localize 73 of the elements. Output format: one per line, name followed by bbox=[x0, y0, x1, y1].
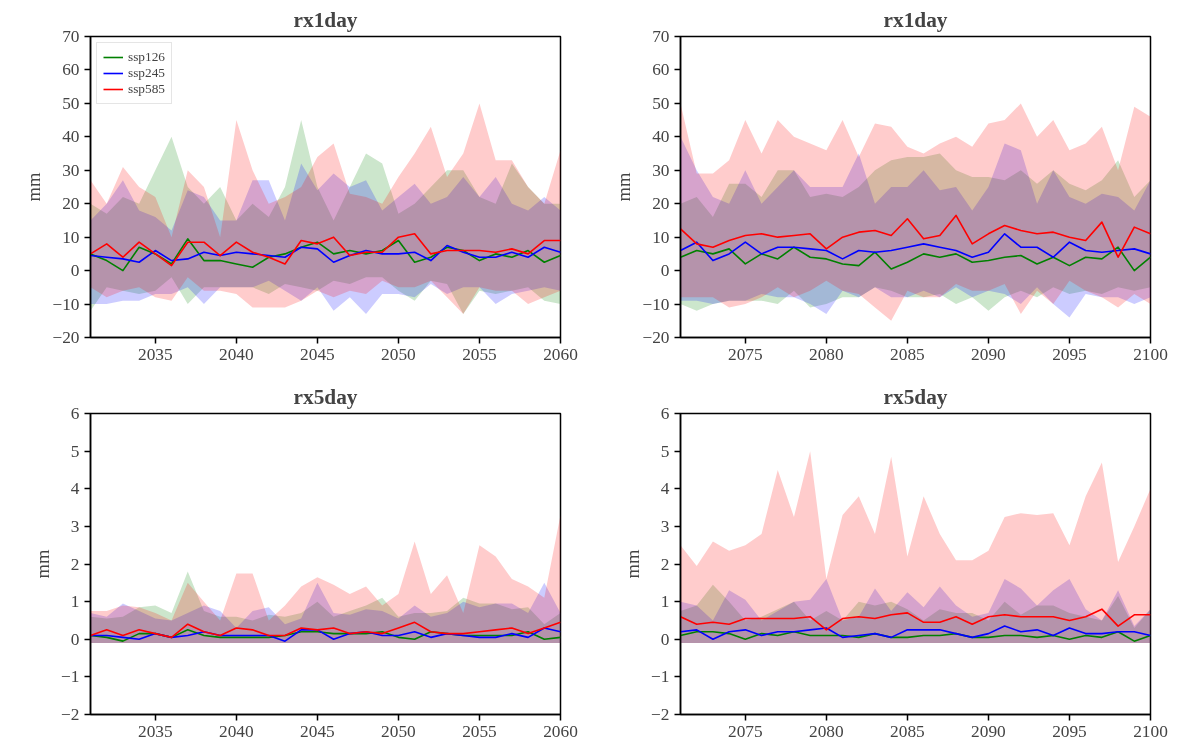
y-tick-label: 50 bbox=[652, 93, 670, 113]
y-axis-title: mm bbox=[613, 172, 635, 202]
y-tick-label: 5 bbox=[70, 441, 80, 461]
y-tick-label: 3 bbox=[660, 516, 670, 536]
y-tick-label: 6 bbox=[70, 404, 80, 423]
y-axis-title: mm bbox=[32, 549, 54, 579]
y-axis-title: mm bbox=[622, 549, 644, 579]
y-tick-label: 70 bbox=[62, 27, 80, 46]
x-tick-label: 2080 bbox=[809, 344, 844, 364]
x-tick-label: 2075 bbox=[728, 344, 763, 364]
x-tick-label: 2100 bbox=[1133, 721, 1168, 741]
y-tick-label: 1 bbox=[70, 592, 80, 612]
y-tick-label: 70 bbox=[652, 27, 670, 46]
y-tick-label: −2 bbox=[651, 705, 670, 724]
x-tick-label: 2035 bbox=[138, 344, 173, 364]
y-axis-title: mm bbox=[23, 172, 45, 202]
x-tick-label: 2055 bbox=[462, 721, 497, 741]
y-tick-label: 10 bbox=[652, 227, 670, 247]
y-tick-label: 6 bbox=[660, 404, 670, 423]
y-tick-label: 60 bbox=[652, 60, 670, 80]
y-tick-label: 4 bbox=[70, 479, 80, 499]
y-tick-label: 60 bbox=[62, 60, 80, 80]
x-tick-label: 2090 bbox=[971, 344, 1006, 364]
y-tick-label: −1 bbox=[61, 667, 80, 687]
y-tick-label: −20 bbox=[52, 328, 80, 347]
x-tick-label: 2040 bbox=[219, 721, 254, 741]
x-tick-label: 2060 bbox=[543, 344, 578, 364]
x-tick-label: 2055 bbox=[462, 344, 497, 364]
y-tick-label: 3 bbox=[70, 516, 80, 536]
chart-title: rx5day bbox=[883, 384, 948, 409]
y-tick-label: 40 bbox=[652, 127, 670, 147]
x-tick-label: 2045 bbox=[300, 344, 335, 364]
x-tick-label: 2090 bbox=[971, 721, 1006, 741]
y-tick-label: 0 bbox=[70, 261, 80, 281]
y-tick-label: −2 bbox=[61, 705, 80, 724]
chart-title: rx5day bbox=[293, 384, 358, 409]
legend-label: ssp245 bbox=[128, 65, 166, 81]
y-tick-label: −10 bbox=[52, 294, 80, 314]
x-tick-label: 2045 bbox=[300, 721, 335, 741]
x-tick-label: 2050 bbox=[381, 721, 416, 741]
y-tick-label: 30 bbox=[652, 160, 670, 180]
y-tick-label: 2 bbox=[70, 554, 80, 574]
legend-label: ssp126 bbox=[128, 49, 166, 65]
chart-title: rx1day bbox=[293, 7, 358, 32]
y-tick-label: 30 bbox=[62, 160, 80, 180]
y-tick-label: 5 bbox=[660, 441, 670, 461]
x-tick-label: 2075 bbox=[728, 721, 763, 741]
y-tick-label: 2 bbox=[660, 554, 670, 574]
x-tick-label: 2050 bbox=[381, 344, 416, 364]
x-tick-label: 2040 bbox=[219, 344, 254, 364]
y-tick-label: 20 bbox=[62, 194, 80, 214]
x-tick-label: 2060 bbox=[543, 721, 578, 741]
x-tick-label: 2085 bbox=[890, 344, 925, 364]
x-tick-label: 2095 bbox=[1052, 344, 1087, 364]
y-tick-label: 40 bbox=[62, 127, 80, 147]
y-tick-label: −10 bbox=[642, 294, 670, 314]
x-tick-label: 2085 bbox=[890, 721, 925, 741]
y-tick-label: 4 bbox=[660, 479, 670, 499]
y-tick-label: 0 bbox=[660, 261, 670, 281]
x-tick-label: 2035 bbox=[138, 721, 173, 741]
y-tick-label: 1 bbox=[660, 592, 670, 612]
y-tick-label: 0 bbox=[70, 629, 80, 649]
x-tick-label: 2100 bbox=[1133, 344, 1168, 364]
y-tick-label: 20 bbox=[652, 194, 670, 214]
legend-label: ssp585 bbox=[128, 81, 166, 97]
y-tick-label: 0 bbox=[660, 629, 670, 649]
y-tick-label: −1 bbox=[651, 667, 670, 687]
y-tick-label: −20 bbox=[642, 328, 670, 347]
y-tick-label: 50 bbox=[62, 93, 80, 113]
x-tick-label: 2080 bbox=[809, 721, 844, 741]
chart-title: rx1day bbox=[883, 7, 948, 32]
x-tick-label: 2095 bbox=[1052, 721, 1087, 741]
y-tick-label: 10 bbox=[62, 227, 80, 247]
